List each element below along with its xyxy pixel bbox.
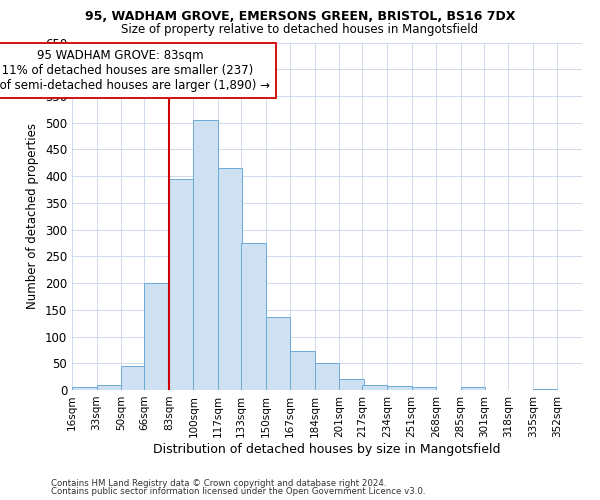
Bar [533, 389, 557, 390]
Text: 95, WADHAM GROVE, EMERSONS GREEN, BRISTOL, BS16 7DX: 95, WADHAM GROVE, EMERSONS GREEN, BRISTO… [85, 10, 515, 23]
Bar [72, 388, 97, 390]
Bar [315, 364, 339, 390]
Bar [218, 168, 242, 390]
Bar [97, 384, 121, 390]
Text: Size of property relative to detached houses in Mangotsfield: Size of property relative to detached ho… [121, 22, 479, 36]
Bar [387, 386, 412, 390]
Bar [266, 317, 290, 390]
Bar [121, 366, 146, 390]
X-axis label: Distribution of detached houses by size in Mangotsfield: Distribution of detached houses by size … [153, 442, 501, 456]
Text: 95 WADHAM GROVE: 83sqm
← 11% of detached houses are smaller (237)
88% of semi-de: 95 WADHAM GROVE: 83sqm ← 11% of detached… [0, 49, 271, 92]
Bar [362, 384, 387, 390]
Bar [412, 388, 436, 390]
Bar [290, 351, 315, 390]
Text: Contains HM Land Registry data © Crown copyright and database right 2024.: Contains HM Land Registry data © Crown c… [51, 478, 386, 488]
Y-axis label: Number of detached properties: Number of detached properties [26, 123, 40, 309]
Bar [144, 283, 169, 390]
Bar [169, 179, 193, 390]
Bar [461, 388, 485, 390]
Text: Contains public sector information licensed under the Open Government Licence v3: Contains public sector information licen… [51, 488, 425, 496]
Bar [193, 120, 218, 390]
Bar [241, 243, 266, 390]
Bar [339, 380, 364, 390]
